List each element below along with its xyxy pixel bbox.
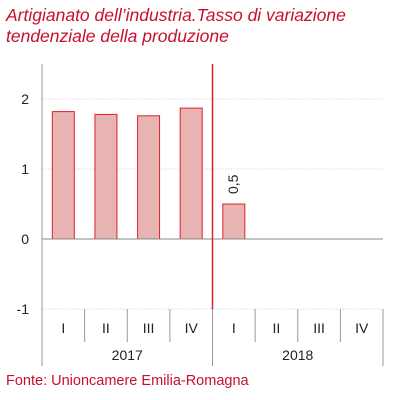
y-tick-label-0: 0 xyxy=(21,231,29,247)
chart-title-line-1: Artigianato dell’industria.Tasso di vari… xyxy=(6,5,346,25)
bar-5 xyxy=(222,203,246,240)
group-label-2018: 2018 xyxy=(282,347,313,363)
x-tick-label-1: I xyxy=(61,320,65,336)
chart-title: Artigianato dell’industria.Tasso di vari… xyxy=(6,5,396,47)
y-tick-label--1: -1 xyxy=(17,301,30,317)
x-tick-label-5: I xyxy=(232,320,236,336)
axes xyxy=(41,64,384,366)
x-tick-label-3: III xyxy=(143,320,155,336)
y-tick-label-2: 2 xyxy=(21,91,29,107)
group-label-2017: 2017 xyxy=(112,347,143,363)
x-tick-label-6: II xyxy=(273,320,281,336)
data-label-5: 0,5 xyxy=(225,174,241,194)
bar-3 xyxy=(137,115,161,240)
bar-1 xyxy=(51,111,75,240)
x-tick-label-7: III xyxy=(313,320,325,336)
bars xyxy=(51,107,246,240)
y-tick-label-1: 1 xyxy=(21,161,29,177)
x-tick-label-2: II xyxy=(102,320,110,336)
bar-2 xyxy=(94,113,118,240)
chart-title-line-2: tendenziale della produzione xyxy=(6,26,229,46)
x-tick-label-4: IV xyxy=(185,320,199,336)
bar-4 xyxy=(179,107,203,240)
x-tick-label-8: IV xyxy=(355,320,369,336)
source-note: Fonte: Unioncamere Emilia-Romagna xyxy=(6,373,249,389)
